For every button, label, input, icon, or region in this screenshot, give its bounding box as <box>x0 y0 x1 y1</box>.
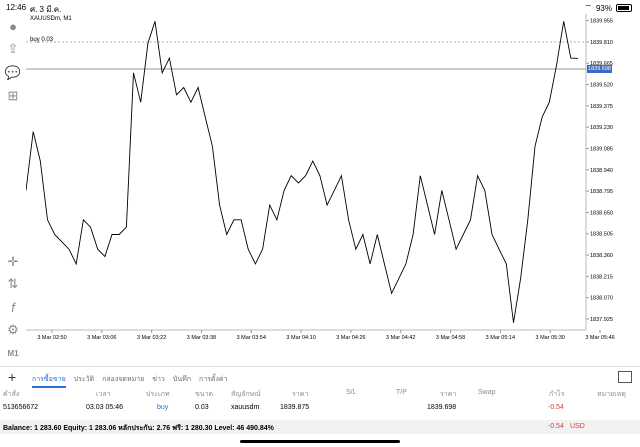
tab-news[interactable]: ข่าว <box>152 376 165 383</box>
status-bar: 12:46 ศ. 3 มี.ค. ⌔ 93% <box>0 0 640 14</box>
order-price: 1839.875 <box>280 404 310 411</box>
tabs: การซื้อขาย ประวัติ กล่องจดหมาย ข่าว บันท… <box>32 374 227 385</box>
current-price-tag: 1839.698 <box>587 65 612 73</box>
header-sl: S/L <box>346 389 357 396</box>
tab-mailbox[interactable]: กล่องจดหมาย <box>102 376 145 383</box>
status-time: 12:46 <box>6 3 27 12</box>
add-order-icon[interactable]: + <box>8 369 17 385</box>
tab-history[interactable]: ประวัติ <box>73 376 95 383</box>
x-tick-label: 3 Mar 04:10 <box>286 335 315 341</box>
y-tick-label: 1839.375 <box>590 104 613 110</box>
order-size: 0.03 <box>195 404 209 411</box>
currency: USD <box>570 423 585 430</box>
y-tick-label: 1839.520 <box>590 83 613 89</box>
header-order: คำสั่ง <box>3 391 20 398</box>
indicators-icon[interactable]: ⇅ <box>7 276 19 291</box>
price-series-line <box>26 21 579 323</box>
y-tick-label: 1839.085 <box>590 146 613 152</box>
header-time: เวลา <box>96 391 111 398</box>
chat-icon[interactable]: 💬 <box>4 65 22 80</box>
x-tick-label: 3 Mar 05:14 <box>486 335 515 341</box>
y-tick-label: 1839.665 <box>590 61 613 67</box>
y-tick-label: 1838.650 <box>590 210 613 216</box>
header-current-price: ราคา <box>440 391 457 398</box>
export-icon[interactable]: ⇪ <box>7 41 19 56</box>
add-document-icon[interactable]: ⊞ <box>7 88 19 103</box>
x-tick-label: 3 Mar 04:58 <box>436 335 465 341</box>
header-type: ประเภท <box>146 391 170 398</box>
header-symbol: สัญลักษณ์ <box>231 391 261 398</box>
y-tick-label: 1838.505 <box>590 232 613 238</box>
order-type: buy <box>157 404 169 411</box>
buy-level-label: buy 0.03 <box>30 37 54 43</box>
x-tick-label: 3 Mar 05:30 <box>536 335 565 341</box>
y-tick-label: 1838.360 <box>590 253 613 259</box>
tab-journal[interactable]: บันทึก <box>172 376 191 383</box>
x-tick-label: 3 Mar 04:42 <box>386 335 415 341</box>
left-toolbar: ● ⇪ 💬 ⊞ ✛ ⇅ f ⚙ M1 <box>0 14 26 366</box>
trade-table-header: คำสั่ง เวลา ประเภท ขนาด สัญลักษณ์ ราคา S… <box>0 389 640 401</box>
header-profit: กำไร <box>549 391 565 398</box>
header-comment: หมายเหตุ <box>597 391 626 398</box>
status-right: ⌔ 93% <box>584 3 632 13</box>
header-price: ราคา <box>292 391 309 398</box>
status-date: ศ. 3 มี.ค. <box>30 5 62 14</box>
order-current-price: 1839.698 <box>427 404 457 411</box>
home-indicator <box>240 440 400 443</box>
y-tick-label: 1839.810 <box>590 40 613 46</box>
header-size: ขนาด <box>195 391 214 398</box>
timeframe-button[interactable]: M1 <box>7 348 19 358</box>
y-tick-label: 1837.925 <box>590 317 613 323</box>
x-tick-label: 3 Mar 03:38 <box>187 335 216 341</box>
y-tick-label: 1838.940 <box>590 168 613 174</box>
objects-icon[interactable]: ⚙ <box>7 322 19 337</box>
order-profit: -0.54 <box>548 404 564 411</box>
y-axis-ticks: 1839.955 1839.810 1839.665 1839.520 1839.375… <box>586 19 613 323</box>
x-tick-label: 3 Mar 03:54 <box>237 335 266 341</box>
tab-trade[interactable]: การซื้อขาย <box>32 376 66 383</box>
crosshair-icon[interactable]: ✛ <box>7 254 19 269</box>
y-tick-label: 1838.215 <box>590 274 613 280</box>
battery-icon <box>616 4 632 12</box>
symbol-label: XAUUSDm, M1 <box>30 16 72 22</box>
y-tick-label: 1839.955 <box>590 19 613 25</box>
x-tick-label: 3 Mar 05:46 <box>585 335 614 341</box>
x-tick-label: 3 Mar 03:06 <box>87 335 116 341</box>
balance-text: Balance: 1 283.60 Equity: 1 283.06 หลักป… <box>3 425 274 432</box>
x-tick-label: 3 Mar 03:22 <box>137 335 166 341</box>
price-chart[interactable]: 1839.955 1839.810 1839.665 1839.520 1839.375… <box>26 14 615 341</box>
order-symbol: xauusdm <box>231 404 260 411</box>
chart-svg: 1839.955 1839.810 1839.665 1839.520 1839.375… <box>26 14 615 341</box>
y-tick-label: 1839.230 <box>590 125 613 131</box>
floating-pl: -0.54 <box>548 423 564 430</box>
battery-percent: 93% <box>595 3 612 13</box>
maximize-panel-icon[interactable] <box>618 371 632 383</box>
active-tab-indicator <box>32 386 66 388</box>
x-tick-label: 3 Mar 02:50 <box>37 335 66 341</box>
y-tick-label: 1838.070 <box>590 296 613 302</box>
order-time: 03.03 05:46 <box>86 404 123 411</box>
header-swap: Swap <box>478 389 496 396</box>
balance-bar: Balance: 1 283.60 Equity: 1 283.06 หลักป… <box>0 420 640 434</box>
header-tp: T/P <box>396 389 407 396</box>
x-tick-label: 3 Mar 04:26 <box>336 335 365 341</box>
table-row[interactable]: 513656672 03.03 05:46 buy 0.03 xauusdm 1… <box>0 404 640 416</box>
bottom-tab-bar: + การซื้อขาย ประวัติ กล่องจดหมาย ข่าว บั… <box>0 366 640 389</box>
function-icon[interactable]: f <box>11 299 15 315</box>
user-icon[interactable]: ● <box>9 18 17 34</box>
x-axis-ticks: 3 Mar 02:50 3 Mar 03:06 3 Mar 03:22 3 Mar 0… <box>37 330 615 341</box>
order-id: 513656672 <box>3 404 39 411</box>
wifi-icon: ⌔ <box>584 3 592 12</box>
y-tick-label: 1838.795 <box>590 189 613 195</box>
tab-settings[interactable]: การตั้งค่า <box>198 376 228 383</box>
